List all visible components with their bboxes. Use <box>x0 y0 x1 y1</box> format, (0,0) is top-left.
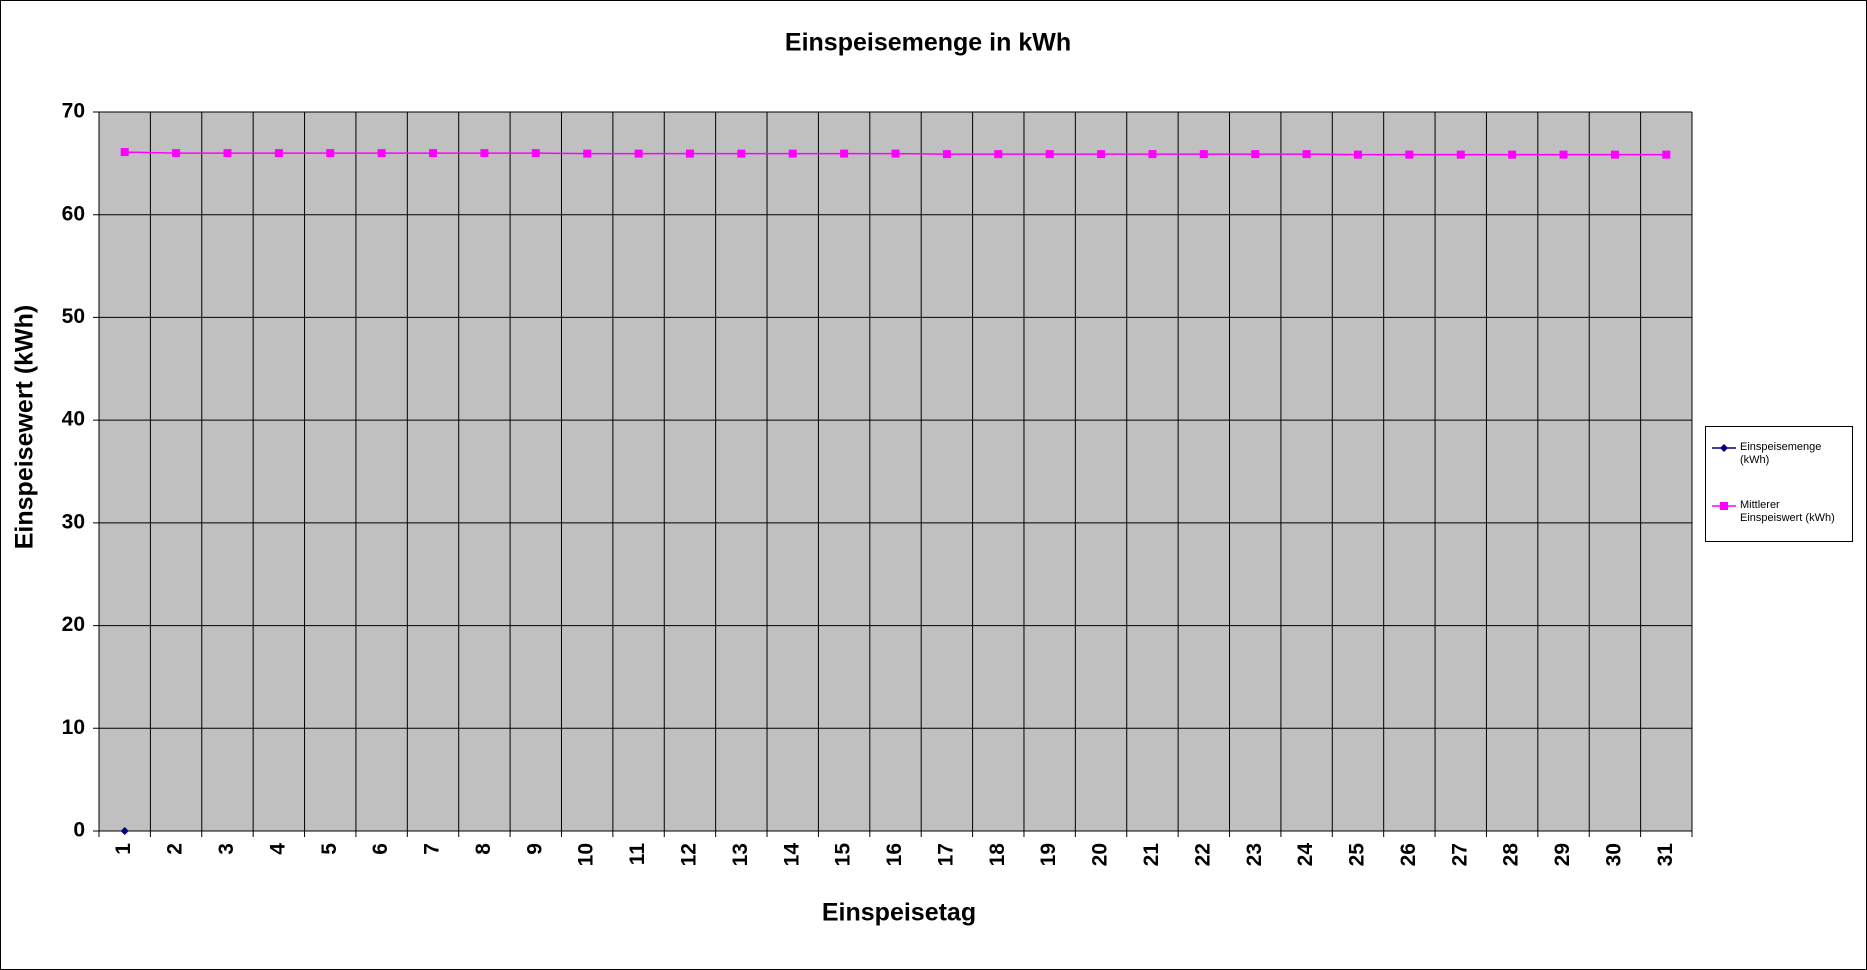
plot-area <box>99 112 1692 831</box>
marker <box>274 149 283 158</box>
y-tick-label: 70 <box>62 100 85 123</box>
x-tick-label: 31 <box>1654 843 1677 867</box>
legend-symbol <box>1712 502 1736 510</box>
y-tick-label: 20 <box>62 613 85 636</box>
x-tick-label: 18 <box>986 843 1009 867</box>
marker <box>1456 150 1465 159</box>
x-tick-label: 8 <box>472 843 495 855</box>
marker <box>1559 150 1568 159</box>
x-tick-label: 29 <box>1551 843 1574 866</box>
x-tick-label: 22 <box>1191 843 1214 866</box>
x-tick-label: 2 <box>164 843 187 855</box>
marker <box>1508 150 1517 159</box>
marker <box>223 149 232 158</box>
x-tick-label: 26 <box>1397 843 1420 866</box>
legend-label: Mittlerer Einspeiswert (kWh) <box>1740 499 1835 524</box>
y-axis-title: Einspeisewert (kWh) <box>11 305 39 550</box>
marker <box>942 150 951 159</box>
marker <box>377 149 386 158</box>
legend-marker <box>1720 502 1728 510</box>
x-tick-label: 4 <box>266 843 289 855</box>
marker <box>531 149 540 158</box>
y-tick-label: 10 <box>62 716 85 739</box>
x-tick-label: 17 <box>934 843 957 866</box>
marker <box>994 150 1003 159</box>
marker <box>1610 150 1619 159</box>
legend-marker <box>1720 444 1728 452</box>
y-tick-label: 40 <box>62 408 85 431</box>
x-tick-label: 9 <box>523 843 546 855</box>
marker <box>1405 150 1414 159</box>
x-tick-label: 23 <box>1243 843 1266 866</box>
x-tick-label: 25 <box>1346 843 1369 867</box>
x-tick-label: 16 <box>883 843 906 866</box>
x-tick-label: 19 <box>1037 843 1060 866</box>
chart-title: Einspeisemenge in kWh <box>785 29 1071 57</box>
marker <box>583 149 592 158</box>
x-tick-label: 28 <box>1500 843 1523 867</box>
marker <box>172 149 181 158</box>
y-tick-label: 30 <box>62 510 85 533</box>
x-tick-label: 24 <box>1294 843 1317 867</box>
x-tick-label: 15 <box>832 843 855 867</box>
x-tick-label: 21 <box>1140 843 1163 867</box>
y-tick-label: 60 <box>62 202 85 225</box>
y-tick-label: 0 <box>73 819 85 842</box>
legend-entry: Einspeisemenge (kWh) <box>1712 441 1840 467</box>
marker <box>120 827 129 835</box>
legend-symbol <box>1712 444 1736 452</box>
marker <box>1045 150 1054 159</box>
marker <box>737 149 746 158</box>
x-tick-label: 7 <box>421 843 444 855</box>
legend-entry: Mittlerer Einspeiswert (kWh) <box>1712 499 1840 525</box>
marker <box>1251 150 1260 159</box>
x-axis-title: Einspeisetag <box>822 899 976 927</box>
marker <box>1662 150 1671 159</box>
x-tick-label: 10 <box>575 843 598 866</box>
marker <box>1148 150 1157 159</box>
marker <box>326 149 335 158</box>
x-tick-label: 3 <box>215 843 238 855</box>
x-tick-label: 27 <box>1448 843 1471 866</box>
x-tick-label: 14 <box>780 843 803 867</box>
x-tick-label: 6 <box>369 843 392 855</box>
marker <box>120 148 129 157</box>
y-tick-label: 50 <box>62 305 85 328</box>
marker <box>634 149 643 158</box>
marker <box>1353 150 1362 159</box>
marker <box>1199 150 1208 159</box>
marker <box>788 149 797 158</box>
marker <box>685 149 694 158</box>
marker <box>429 149 438 158</box>
x-tick-label: 12 <box>677 843 700 866</box>
marker <box>891 149 900 158</box>
marker <box>840 149 849 158</box>
x-tick-label: 1 <box>112 843 135 855</box>
marker <box>1097 150 1106 159</box>
legend: Einspeisemenge (kWh) Mittlerer Einspeiswe… <box>1705 426 1853 542</box>
marker <box>1302 150 1311 159</box>
legend-label: Einspeisemenge (kWh) <box>1740 441 1822 466</box>
x-tick-label: 5 <box>318 843 341 855</box>
x-tick-label: 11 <box>626 843 649 866</box>
x-tick-label: 20 <box>1089 843 1112 866</box>
x-tick-label: 30 <box>1602 843 1625 866</box>
x-tick-label: 13 <box>729 843 752 866</box>
marker <box>480 149 489 158</box>
